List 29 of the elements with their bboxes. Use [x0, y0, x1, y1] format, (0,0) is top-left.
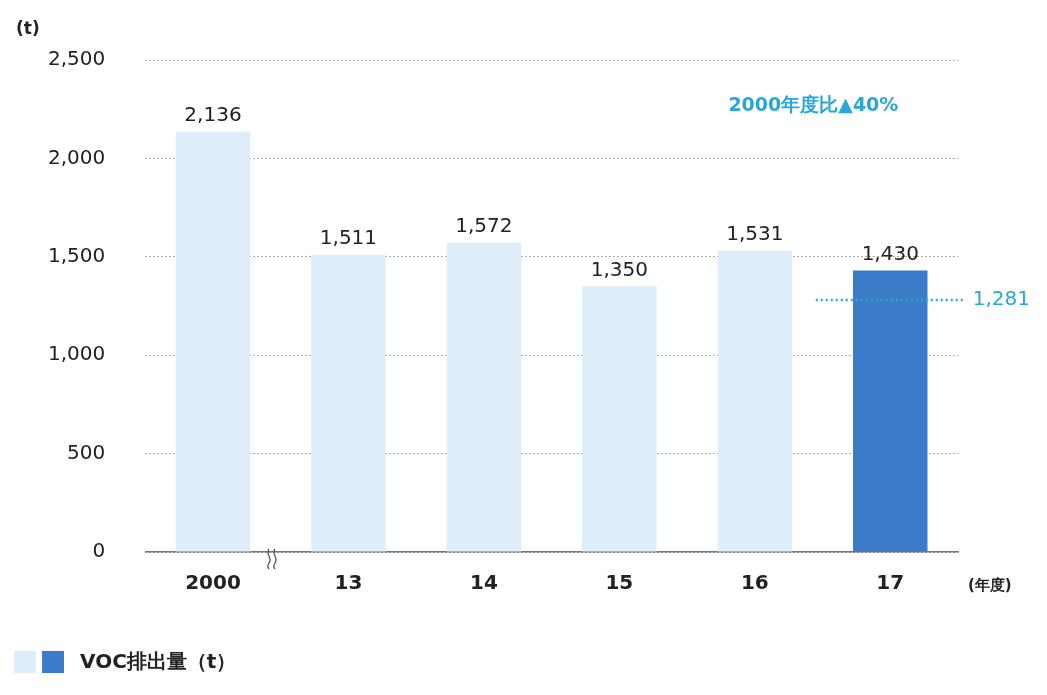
y-axis-title: (t) [16, 18, 40, 39]
data-label: 1,430 [861, 240, 919, 265]
y-tick-label: 2,500 [47, 46, 106, 71]
annotation: 2000年度比▲40% [728, 93, 899, 116]
x-tick-label: 13 [334, 570, 363, 595]
x-tick-label: 14 [469, 570, 498, 595]
x-tick-label: 16 [740, 570, 769, 595]
bar [853, 270, 928, 552]
data-label: 1,511 [319, 224, 378, 249]
bar [582, 286, 657, 552]
bar [175, 131, 251, 552]
ref-line-label: 1,281 [972, 286, 1031, 311]
y-tick-label: 2,000 [47, 144, 106, 169]
data-label: 1,350 [590, 256, 648, 281]
bar [311, 254, 386, 552]
data-label: 2,136 [184, 101, 242, 126]
x-tick-label: 15 [605, 570, 634, 595]
y-tick-label: 1,500 [47, 243, 106, 267]
x-axis-title: (年度) [968, 575, 1012, 594]
data-label: 1,531 [726, 220, 784, 245]
bar [717, 250, 793, 552]
y-tick-label: 1,000 [47, 341, 106, 366]
legend-label: VOC排出量（t） [80, 648, 237, 675]
x-tick-label: 2000 [185, 570, 241, 595]
x-tick-label: 17 [876, 570, 905, 595]
data-label: 1,572 [455, 212, 513, 237]
y-tick-label: 0 [92, 538, 106, 563]
bar [446, 242, 522, 552]
y-tick-label: 500 [67, 439, 106, 464]
